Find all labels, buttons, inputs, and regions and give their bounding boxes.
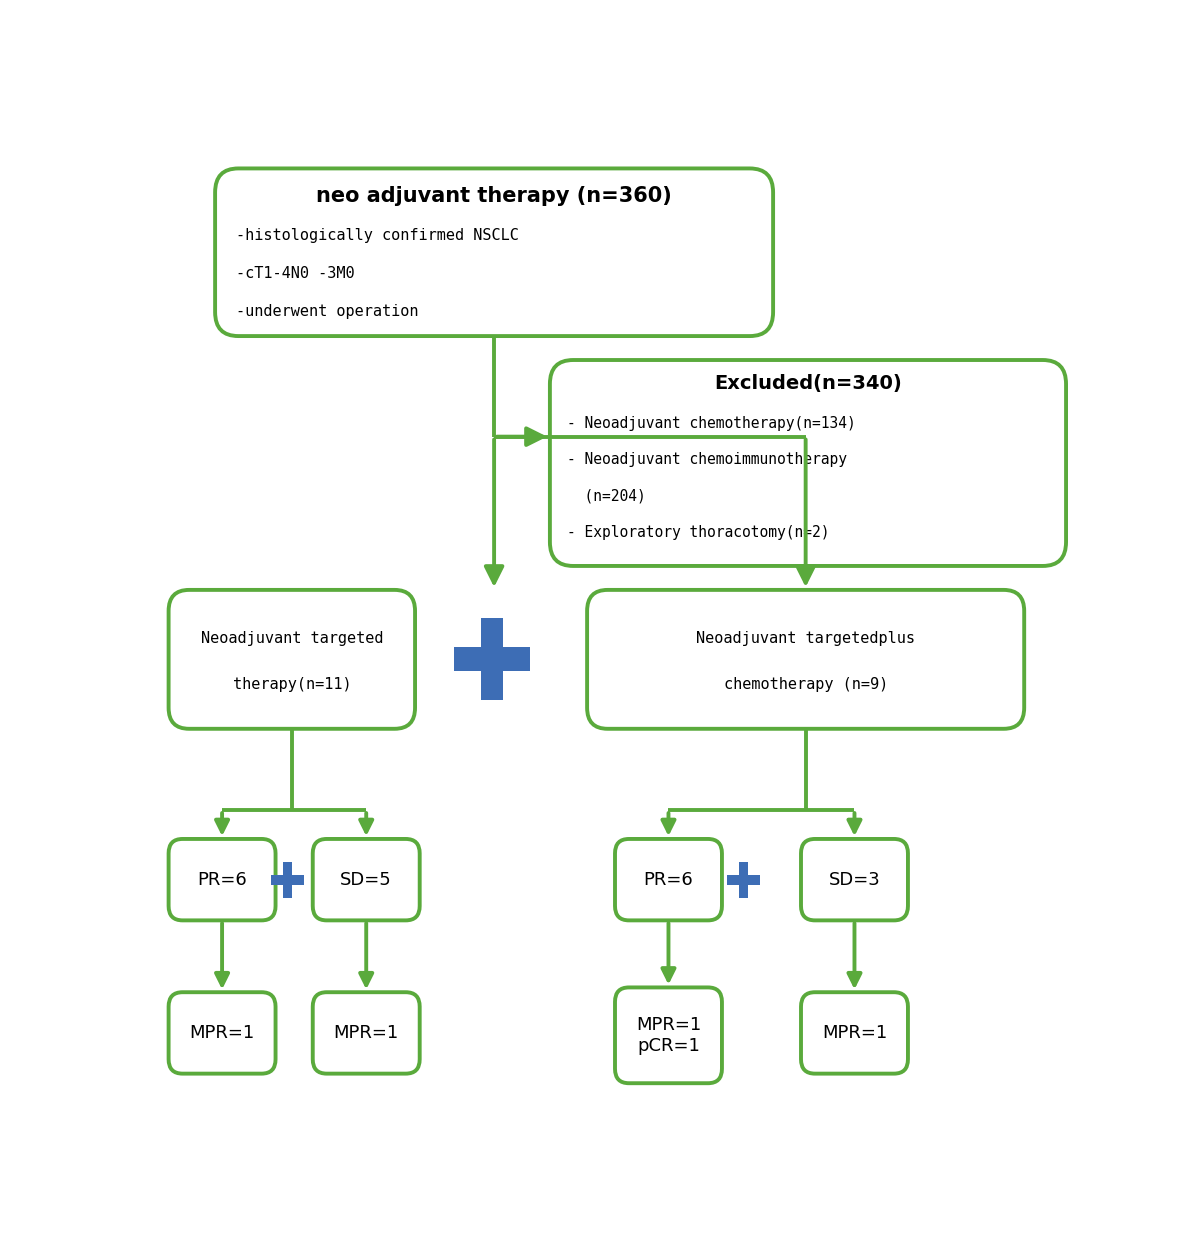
Text: -underwent operation: -underwent operation xyxy=(235,305,418,320)
Text: therapy(n=11): therapy(n=11) xyxy=(233,677,352,692)
FancyBboxPatch shape xyxy=(168,993,276,1074)
FancyBboxPatch shape xyxy=(215,168,773,336)
Text: Neoadjuvant targetedplus: Neoadjuvant targetedplus xyxy=(696,631,916,646)
Text: chemotherapy (n=9): chemotherapy (n=9) xyxy=(724,677,888,692)
Text: MPR=1: MPR=1 xyxy=(190,1024,254,1042)
Text: neo adjuvant therapy (n=360): neo adjuvant therapy (n=360) xyxy=(317,185,672,205)
Bar xyxy=(283,862,293,897)
FancyBboxPatch shape xyxy=(313,838,420,921)
Text: Neoadjuvant targeted: Neoadjuvant targeted xyxy=(200,631,383,646)
FancyBboxPatch shape xyxy=(616,988,722,1084)
Text: -cT1-4N0 -3M0: -cT1-4N0 -3M0 xyxy=(235,266,354,281)
Text: - Neoadjuvant chemoimmunotherapy: - Neoadjuvant chemoimmunotherapy xyxy=(566,452,847,466)
Text: Excluded(n=340): Excluded(n=340) xyxy=(714,374,902,393)
FancyBboxPatch shape xyxy=(802,993,908,1074)
FancyBboxPatch shape xyxy=(802,838,908,921)
Bar xyxy=(738,862,748,897)
FancyBboxPatch shape xyxy=(168,838,276,921)
Bar xyxy=(481,618,503,699)
Text: - Exploratory thoracotomy(n=2): - Exploratory thoracotomy(n=2) xyxy=(566,525,829,540)
Bar xyxy=(271,875,305,884)
Bar xyxy=(727,875,760,884)
Text: SD=5: SD=5 xyxy=(341,871,392,888)
Text: PR=6: PR=6 xyxy=(643,871,694,888)
Bar xyxy=(454,647,530,671)
Text: SD=3: SD=3 xyxy=(828,871,881,888)
Text: - Neoadjuvant chemotherapy(n=134): - Neoadjuvant chemotherapy(n=134) xyxy=(566,415,856,430)
Text: PR=6: PR=6 xyxy=(197,871,247,888)
Text: (n=204): (n=204) xyxy=(566,489,646,504)
Text: -histologically confirmed NSCLC: -histologically confirmed NSCLC xyxy=(235,228,518,243)
Text: MPR=1: MPR=1 xyxy=(822,1024,887,1042)
Text: MPR=1: MPR=1 xyxy=(334,1024,398,1042)
FancyBboxPatch shape xyxy=(550,360,1066,566)
FancyBboxPatch shape xyxy=(313,993,420,1074)
FancyBboxPatch shape xyxy=(587,590,1024,729)
FancyBboxPatch shape xyxy=(168,590,415,729)
FancyBboxPatch shape xyxy=(616,838,722,921)
Text: MPR=1
pCR=1: MPR=1 pCR=1 xyxy=(636,1016,701,1055)
